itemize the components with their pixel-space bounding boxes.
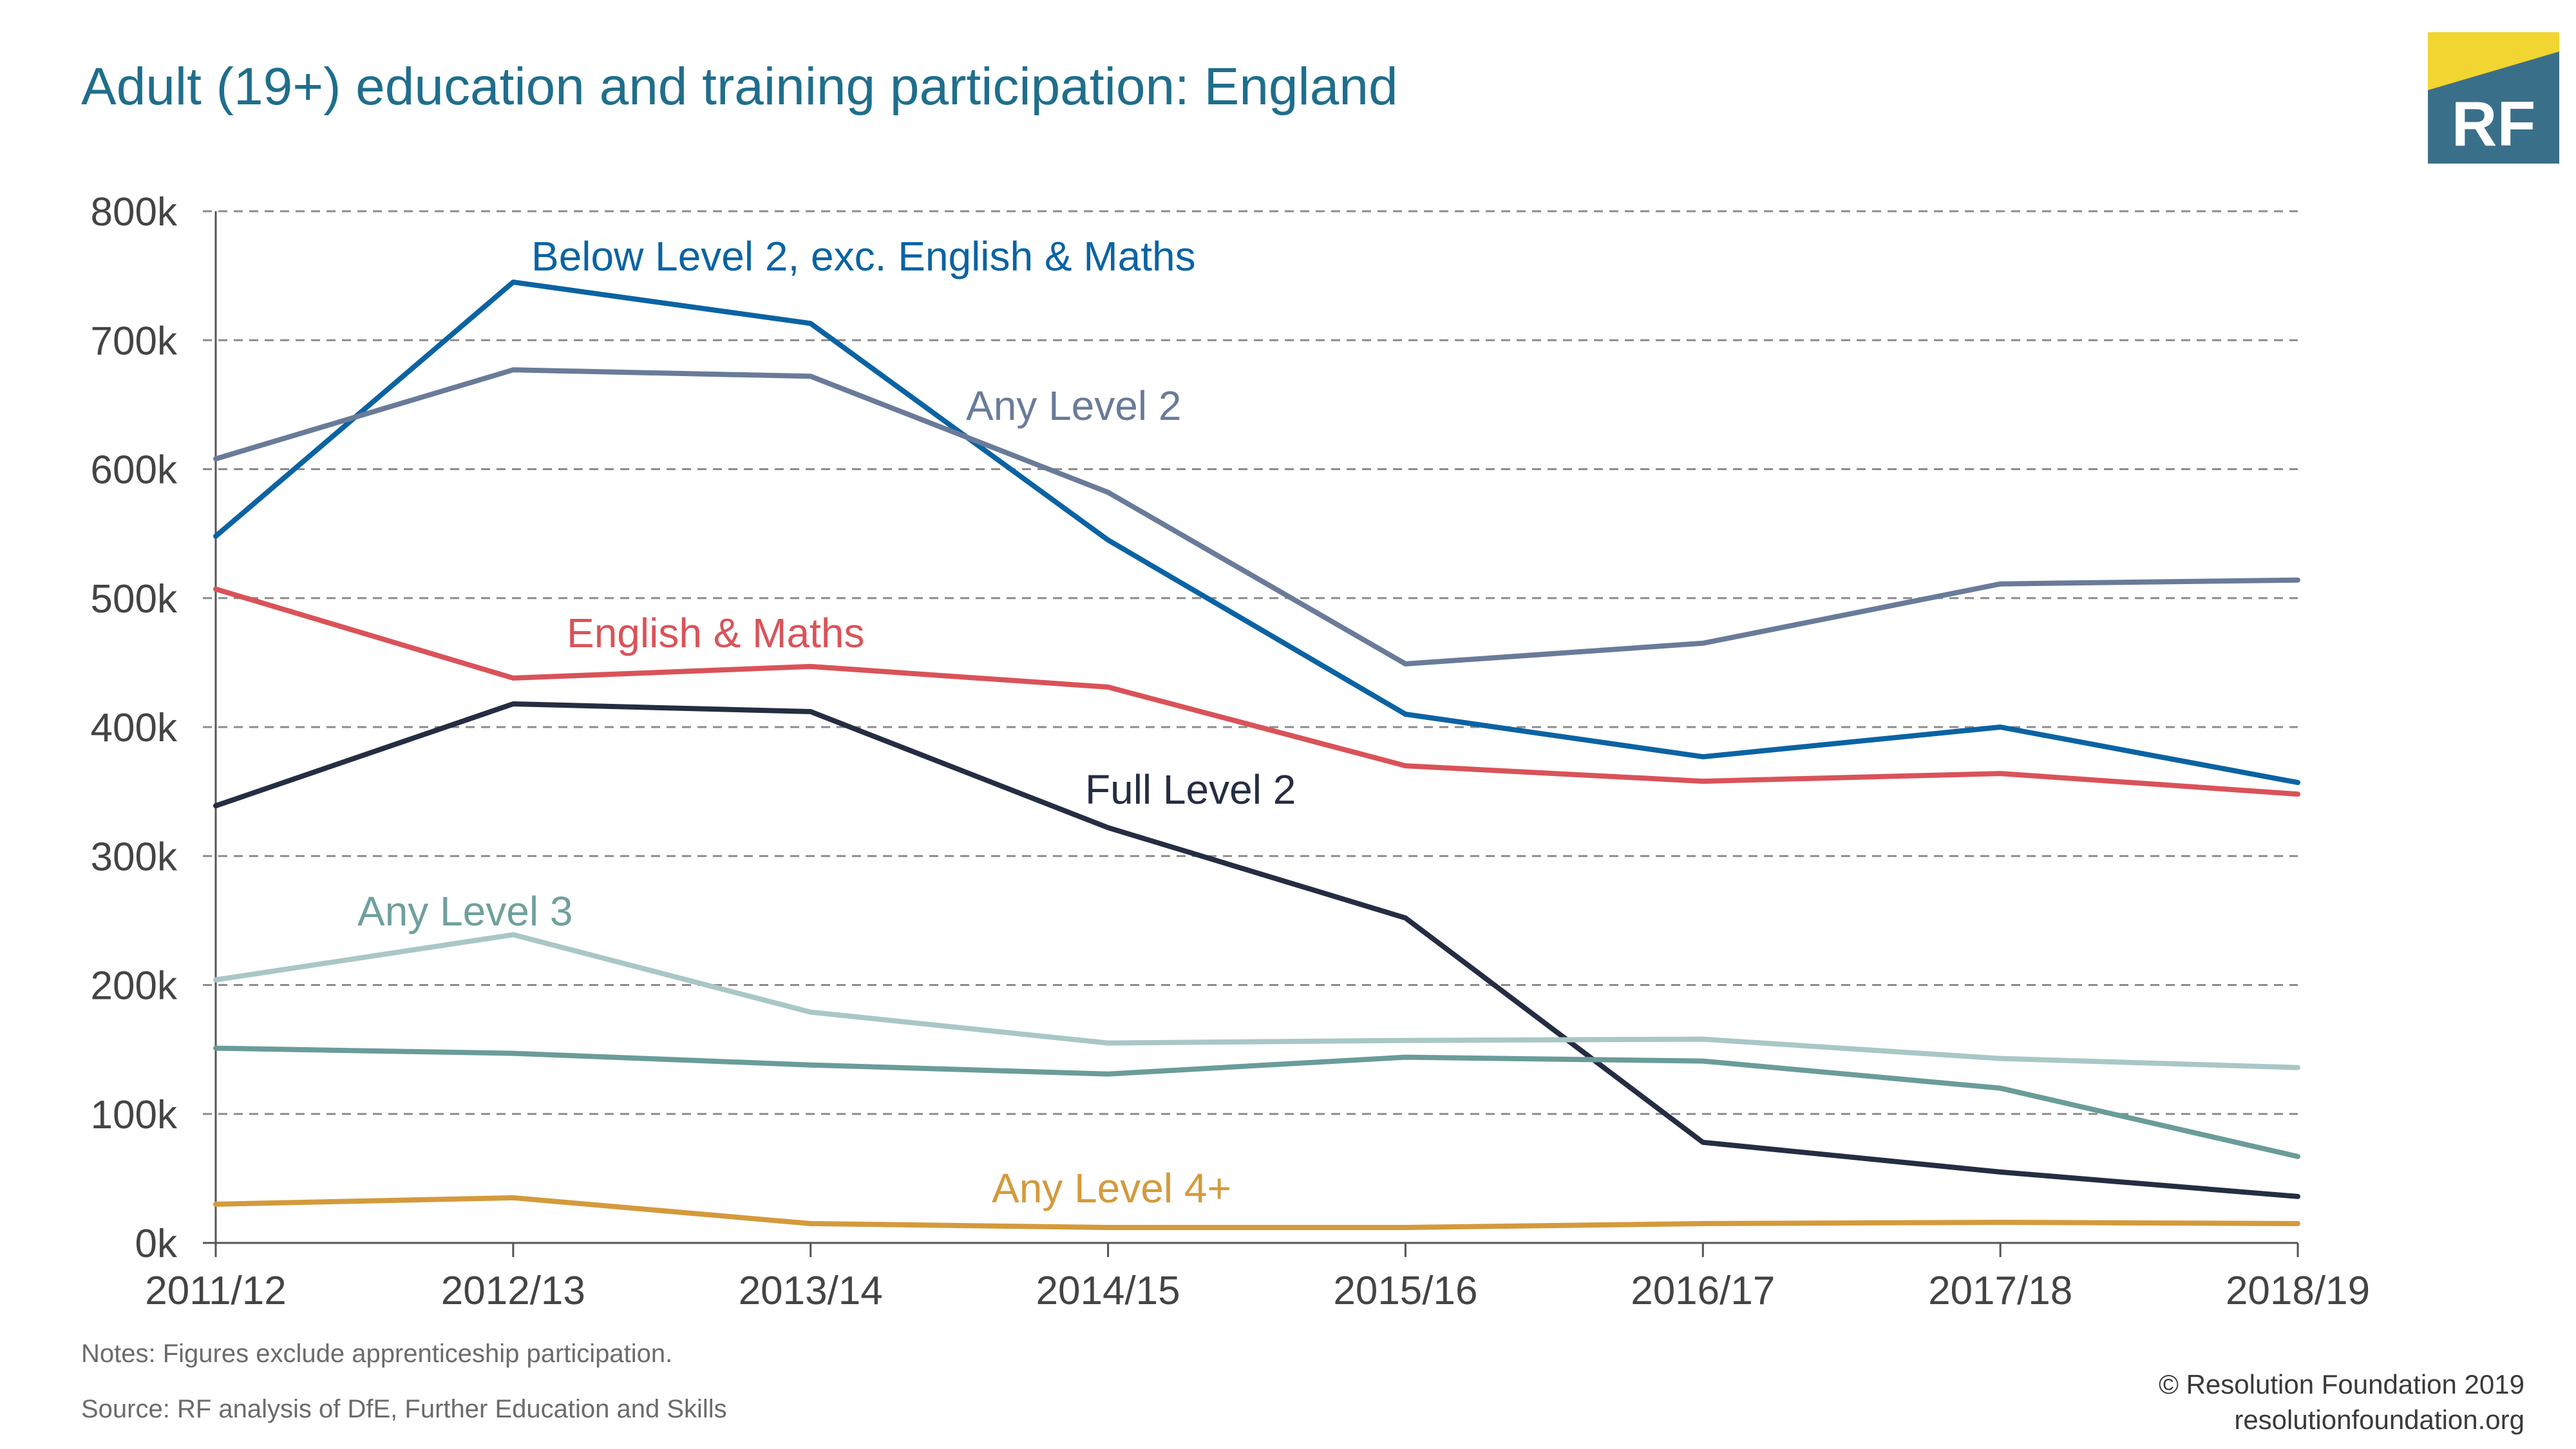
chart-title: Adult (19+) education and training parti… <box>81 57 1398 116</box>
website: resolutionfoundation.org <box>2234 1405 2524 1435</box>
series-line <box>213 701 2300 1199</box>
chart-notes: Notes: Figures exclude apprenticeship pa… <box>81 1340 673 1368</box>
resolution-foundation-logo: RF <box>2428 32 2559 164</box>
series-line <box>213 1195 2300 1230</box>
series-line <box>213 367 2300 667</box>
x-tick-label: 2014/15 <box>1036 1269 1180 1313</box>
x-tick-label: 2011/12 <box>145 1269 287 1313</box>
series-label: Any Level 4+ <box>992 1165 1231 1211</box>
series-line <box>213 932 2300 1070</box>
series-label: Full Level 2 <box>1085 766 1296 813</box>
y-tick-label: 500k <box>91 577 178 621</box>
x-tick-label: 2017/18 <box>1928 1269 2072 1313</box>
series-labels: Below Level 2, exc. English & Maths Any L… <box>357 233 1296 1211</box>
gridlines <box>203 210 2298 1115</box>
x-tick-label: 2012/13 <box>441 1269 585 1313</box>
logo-graphic: RF <box>2428 32 2559 164</box>
x-tick-label: 2015/16 <box>1333 1269 1477 1313</box>
x-tick-label: 2018/19 <box>2226 1269 2370 1313</box>
series-label: English & Maths <box>567 610 864 656</box>
axes: 0k 100k 200k 300k 400k 500k 600k 700k 800k 2011/1… <box>91 190 2371 1313</box>
logo-accent <box>2428 32 2559 90</box>
x-tick-label: 2013/14 <box>739 1269 883 1313</box>
y-tick-label: 600k <box>91 448 178 493</box>
y-tick-label: 800k <box>91 190 178 234</box>
copyright-block: © Resolution Foundation 2019 resolutionf… <box>2159 1367 2524 1437</box>
series-lines <box>213 279 2300 1230</box>
y-tick-label: 300k <box>91 835 178 879</box>
y-tick-label: 700k <box>91 319 178 363</box>
y-tick-label: 100k <box>91 1093 178 1137</box>
y-tick-label: 200k <box>91 964 178 1009</box>
x-tick-label: 2016/17 <box>1631 1269 1775 1313</box>
y-tick-label: 0k <box>135 1222 178 1266</box>
series-line <box>213 1045 2300 1159</box>
y-tick-label: 400k <box>91 706 178 750</box>
series-label: Below Level 2, exc. English & Maths <box>531 233 1196 279</box>
series-label: Any Level 2 <box>966 383 1181 429</box>
logo-text: RF <box>2452 88 2536 159</box>
copyright: © Resolution Foundation 2019 <box>2158 1369 2524 1399</box>
series-line <box>213 586 2300 797</box>
chart-source: Source: RF analysis of DfE, Further Educ… <box>81 1395 727 1423</box>
series-label: Any Level 3 <box>357 888 573 934</box>
series-line <box>213 279 2300 786</box>
